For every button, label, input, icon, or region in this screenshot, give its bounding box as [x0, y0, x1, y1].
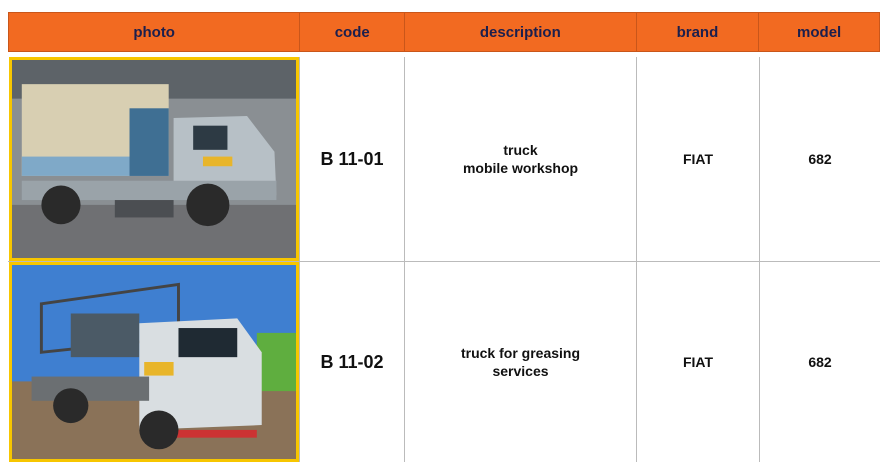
photo-cell [8, 262, 300, 462]
header-cell: model [797, 23, 842, 41]
description-cell: truck for greasing services [405, 262, 637, 462]
table-header: photo code description brand model [8, 12, 880, 52]
description-line: services [492, 363, 549, 379]
description-line: truck [503, 142, 538, 158]
code-cell: B 11-01 [300, 57, 405, 261]
model-cell: 682 [808, 151, 832, 167]
code-cell: B 11-02 [300, 262, 405, 462]
truck-photo [8, 262, 299, 462]
truck-photo [8, 57, 299, 261]
table-row: B 11-01 truck mobile workshop FIAT 682 [8, 57, 880, 262]
brand-cell: FIAT [637, 57, 760, 261]
table-row: B 11-02 truck for greasing services FIAT… [8, 262, 880, 462]
description-line: truck for greasing [460, 345, 581, 361]
description-cell: truck mobile workshop [405, 57, 637, 261]
photo-cell [8, 57, 300, 261]
model-cell: 682 [808, 354, 832, 370]
brand-cell: FIAT [637, 262, 760, 462]
header-cell: brand [637, 13, 760, 51]
header-cell: photo [9, 13, 301, 51]
header-cell: code [300, 13, 406, 51]
header-cell: description [405, 13, 637, 51]
description-line: mobile workshop [462, 160, 579, 176]
